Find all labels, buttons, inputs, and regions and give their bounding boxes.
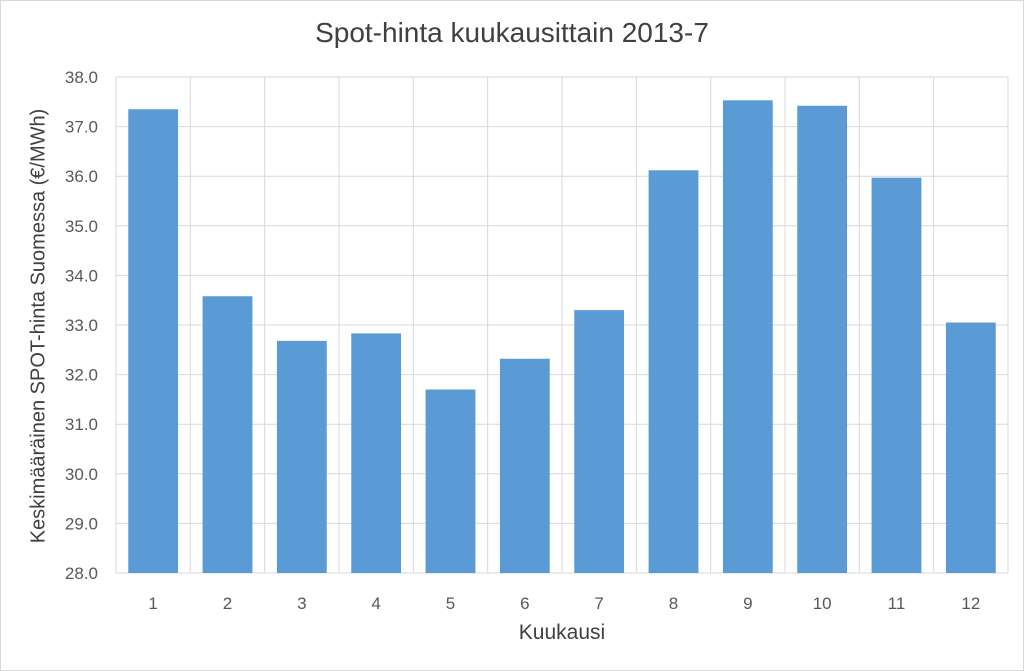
bar: [425, 389, 476, 573]
x-tick-label: 2: [223, 594, 232, 613]
y-tick-label: 35.0: [65, 217, 98, 236]
bar: [499, 358, 550, 573]
y-tick-label: 38.0: [65, 68, 98, 87]
y-tick-label: 36.0: [65, 167, 98, 186]
x-tick-label: 10: [813, 594, 832, 613]
bar: [276, 340, 327, 573]
y-tick-label: 28.0: [65, 564, 98, 583]
bar: [128, 109, 179, 574]
y-tick-label: 34.0: [65, 266, 98, 285]
y-tick-label: 37.0: [65, 118, 98, 137]
y-tick-label: 29.0: [65, 514, 98, 533]
x-axis-label: Kuukausi: [518, 621, 606, 644]
x-tick-label: 6: [520, 594, 529, 613]
x-tick-label: 5: [446, 594, 455, 613]
bar: [648, 170, 699, 574]
x-tick-label: 7: [594, 594, 603, 613]
bar: [574, 310, 625, 573]
x-tick-label: 9: [743, 594, 752, 613]
x-tick-label: 8: [669, 594, 678, 613]
x-tick-label: 4: [371, 594, 380, 613]
y-tick-label: 32.0: [65, 366, 98, 385]
y-tick-label: 33.0: [65, 316, 98, 335]
bar: [797, 105, 848, 573]
bar: [722, 100, 773, 573]
bar: [871, 177, 922, 574]
bar: [351, 333, 402, 573]
bar: [945, 322, 996, 573]
x-tick-label: 12: [961, 594, 980, 613]
chart-title: Spot-hinta kuukausittain 2013-7: [315, 17, 709, 48]
x-tick-label: 3: [297, 594, 306, 613]
bar: [202, 296, 253, 573]
y-tick-label: 30.0: [65, 465, 98, 484]
x-tick-label: 1: [148, 594, 157, 613]
x-tick-label: 11: [888, 594, 906, 613]
y-tick-label: 31.0: [65, 415, 98, 434]
